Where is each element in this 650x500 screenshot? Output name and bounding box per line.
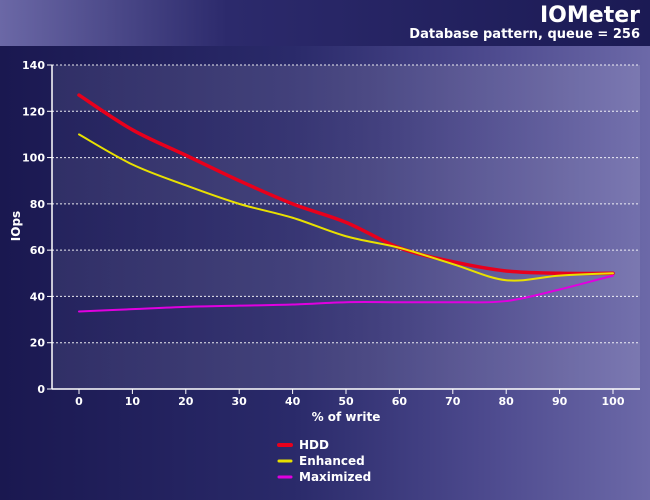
y-tick-label: 40 [30,290,46,303]
x-tick-label: 50 [338,395,354,408]
plot-band [52,342,640,389]
x-tick-label: 10 [125,395,141,408]
x-tick-label: 20 [178,395,194,408]
x-tick-label: 40 [285,395,301,408]
y-tick-label: 0 [37,383,45,396]
plot-band [52,157,640,204]
x-tick-label: 80 [499,395,515,408]
y-tick-label: 80 [30,198,46,211]
y-tick-label: 100 [22,152,45,165]
series-line-enhanced [78,133,614,282]
legend-label-enhanced: Enhanced [299,454,365,468]
plot-area [52,65,640,389]
series-line-maximized [78,274,614,313]
x-axis-label: % of write [312,410,381,424]
x-tick-label: 90 [552,395,568,408]
chart-title: IOMeter [540,3,640,28]
y-tick-label: 20 [30,337,46,350]
x-tick-label: 60 [392,395,408,408]
title-bar [0,0,650,46]
legend-label-maximized: Maximized [299,470,371,484]
y-tick-label: 140 [22,59,45,72]
x-tick-label: 100 [602,395,625,408]
y-tick-label: 120 [22,105,45,118]
plot-band [52,65,640,112]
x-tick-label: 30 [232,395,248,408]
chart-subtitle: Database pattern, queue = 256 [409,27,640,42]
y-axis-label: IOps [9,211,23,241]
legend-label-hdd: HDD [299,438,329,452]
x-tick-label: 70 [445,395,461,408]
series-line-hdd [77,93,615,276]
x-tick-label: 0 [75,395,83,408]
y-tick-label: 60 [30,244,46,257]
